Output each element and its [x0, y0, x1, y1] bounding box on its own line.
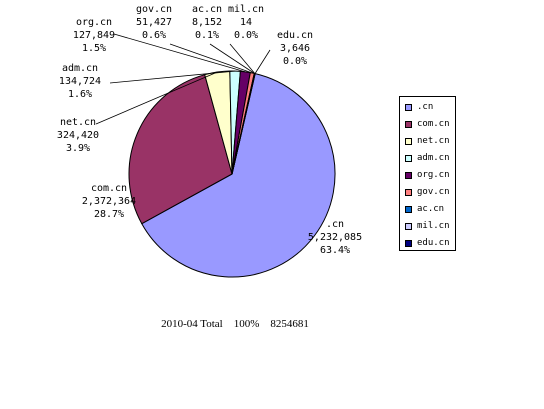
slice-percent-text: 0.6%	[142, 30, 166, 41]
leader-line	[229, 43, 256, 74]
slice-percent-text: 28.7%	[94, 209, 124, 220]
caption-total-label: Total	[200, 318, 223, 330]
leader-line	[113, 33, 246, 73]
slice-label: .cn 5,232,085 63.4%	[308, 219, 362, 256]
legend-swatch	[405, 239, 412, 247]
slice-percent-text: 1.6%	[68, 89, 92, 100]
legend-label: edu.cn	[417, 238, 450, 248]
slice-value-text: 3,646	[280, 43, 310, 54]
caption-percent: 100%	[233, 318, 260, 330]
legend-label: com.cn	[417, 119, 450, 129]
legend-label: .cn	[417, 102, 434, 112]
slice-value-text: 134,724	[59, 76, 101, 87]
leader-line	[109, 70, 236, 84]
slice-name-text: adm.cn	[62, 63, 98, 74]
legend-swatch	[405, 137, 412, 145]
slice-name-text: mil.cn	[228, 4, 264, 15]
chart-legend: .cn com.cn net.cn adm.cn org.cn gov.cn ac.cn mi…	[399, 96, 456, 251]
legend-swatch	[405, 154, 412, 162]
slice-value-text: 2,372,364	[82, 196, 136, 207]
slice-label: net.cn 324,420 3.9%	[57, 117, 99, 154]
slice-percent-text: 3.9%	[66, 143, 90, 154]
slice-name-text: .cn	[326, 219, 344, 230]
legend-item: adm.cn	[405, 152, 450, 164]
legend-swatch	[405, 188, 412, 196]
legend-swatch	[405, 171, 412, 179]
legend-label: gov.cn	[417, 187, 450, 197]
slice-name-text: gov.cn	[136, 4, 172, 15]
slice-name-text: ac.cn	[192, 4, 222, 15]
legend-label: mil.cn	[417, 221, 450, 231]
slice-name-text: org.cn	[76, 17, 112, 28]
slice-label: ac.cn 8,152 0.1%	[192, 4, 222, 41]
slice-name-text: net.cn	[60, 117, 96, 128]
slice-name-text: com.cn	[91, 183, 127, 194]
slice-value-text: 51,427	[136, 17, 172, 28]
slice-value-text: 324,420	[57, 130, 99, 141]
legend-item: edu.cn	[405, 237, 450, 249]
slice-label: gov.cn 51,427 0.6%	[136, 4, 172, 41]
legend-swatch	[405, 205, 412, 213]
legend-swatch	[405, 103, 412, 111]
slice-value-text: 14	[240, 17, 252, 28]
slice-value-text: 8,152	[192, 17, 222, 28]
leader-line	[209, 43, 255, 74]
chart-caption: 2010-04 Total 100% 8254681	[0, 318, 470, 330]
slice-percent-text: 0.0%	[283, 56, 307, 67]
slice-percent-text: 1.5%	[82, 43, 106, 54]
legend-item: .cn	[405, 101, 433, 113]
leader-line	[95, 71, 218, 125]
caption-total: 8254681	[270, 318, 309, 330]
slice-label: com.cn 2,372,364 28.7%	[82, 183, 136, 220]
slice-name-text: edu.cn	[277, 30, 313, 41]
slice-label: adm.cn 134,724 1.6%	[59, 63, 101, 100]
legend-label: adm.cn	[417, 153, 450, 163]
leader-line	[169, 43, 253, 74]
legend-item: org.cn	[405, 169, 450, 181]
legend-label: ac.cn	[417, 204, 445, 214]
legend-swatch	[405, 120, 412, 128]
slice-label: org.cn 127,849 1.5%	[73, 17, 115, 54]
legend-swatch	[405, 222, 412, 230]
slice-percent-text: 63.4%	[320, 245, 350, 256]
legend-label: org.cn	[417, 170, 450, 180]
slice-percent-text: 0.0%	[234, 30, 258, 41]
pie-slice-cn	[141, 73, 336, 278]
legend-item: ac.cn	[405, 203, 444, 215]
legend-item: mil.cn	[405, 220, 450, 232]
slice-value-text: 127,849	[73, 30, 115, 41]
slice-label: mil.cn 14 0.0%	[228, 4, 264, 41]
caption-date: 2010-04	[161, 318, 198, 330]
legend-item: gov.cn	[405, 186, 450, 198]
slice-percent-text: 0.1%	[195, 30, 219, 41]
pie-slice-com-cn	[128, 74, 233, 225]
legend-label: net.cn	[417, 136, 450, 146]
legend-item: net.cn	[405, 135, 450, 147]
leader-line	[254, 49, 271, 74]
slice-label: edu.cn 3,646 0.0%	[277, 30, 313, 67]
legend-item: com.cn	[405, 118, 450, 130]
slice-value-text: 5,232,085	[308, 232, 362, 243]
